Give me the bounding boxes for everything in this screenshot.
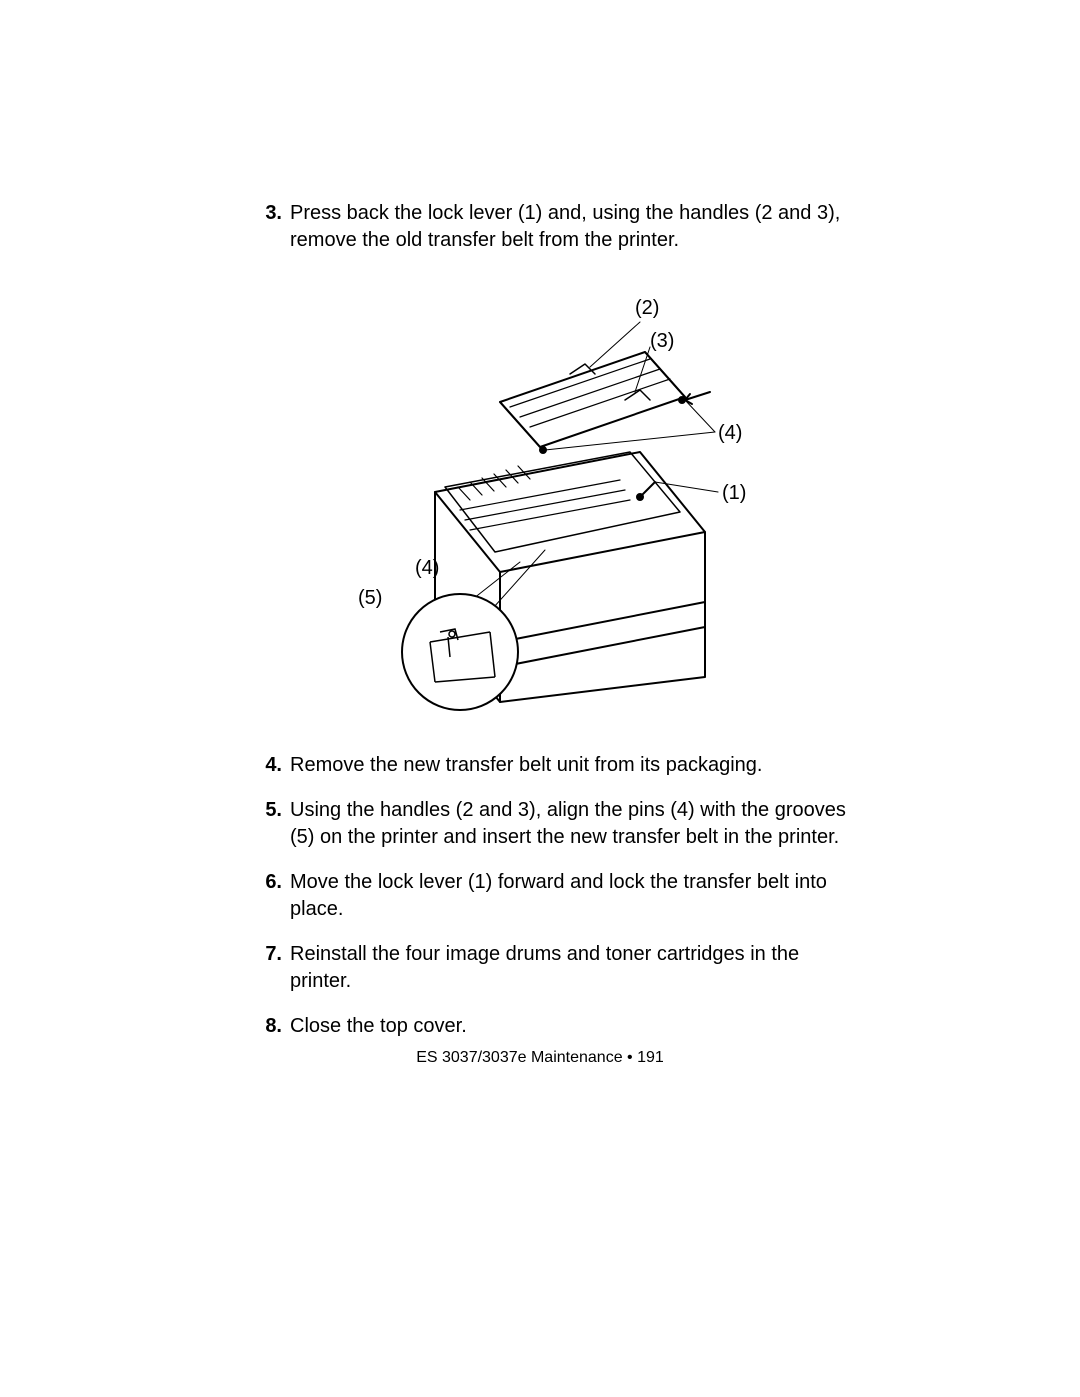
callout-1: (1) — [722, 482, 746, 505]
transfer-belt-figure: (2) (3) (4) (1) (4) (5) — [340, 282, 760, 712]
callout-4-left: (4) — [415, 557, 439, 580]
step-number: 5. — [250, 797, 290, 851]
step-6: 6. Move the lock lever (1) forward and l… — [250, 869, 850, 923]
step-text: Remove the new transfer belt unit from i… — [290, 752, 850, 779]
page-footer: ES 3037/3037e Maintenance • 191 — [0, 1049, 1080, 1067]
step-text: Close the top cover. — [290, 1013, 850, 1040]
callout-5: (5) — [358, 587, 382, 610]
step-list-continued: 4. Remove the new transfer belt unit fro… — [250, 752, 850, 1040]
step-3: 3. Press back the lock lever (1) and, us… — [250, 200, 850, 254]
step-text: Move the lock lever (1) forward and lock… — [290, 869, 850, 923]
callout-4-right: (4) — [718, 422, 742, 445]
step-number: 3. — [250, 200, 290, 254]
printer-diagram-icon — [340, 282, 760, 712]
step-number: 7. — [250, 941, 290, 995]
step-text: Reinstall the four image drums and toner… — [290, 941, 850, 995]
step-5: 5. Using the handles (2 and 3), align th… — [250, 797, 850, 851]
step-text: Press back the lock lever (1) and, using… — [290, 200, 850, 254]
step-number: 4. — [250, 752, 290, 779]
step-number: 8. — [250, 1013, 290, 1040]
callout-3: (3) — [650, 330, 674, 353]
step-8: 8. Close the top cover. — [250, 1013, 850, 1040]
step-list: 3. Press back the lock lever (1) and, us… — [250, 200, 850, 254]
step-number: 6. — [250, 869, 290, 923]
manual-page: 3. Press back the lock lever (1) and, us… — [0, 0, 1080, 1397]
callout-2: (2) — [635, 297, 659, 320]
step-7: 7. Reinstall the four image drums and to… — [250, 941, 850, 995]
step-4: 4. Remove the new transfer belt unit fro… — [250, 752, 850, 779]
step-text: Using the handles (2 and 3), align the p… — [290, 797, 850, 851]
